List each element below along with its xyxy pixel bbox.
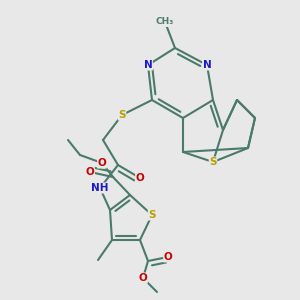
Text: O: O bbox=[136, 173, 144, 183]
Text: O: O bbox=[98, 158, 106, 168]
Text: S: S bbox=[209, 157, 217, 167]
Text: S: S bbox=[118, 110, 126, 120]
Text: NH: NH bbox=[91, 183, 109, 193]
Text: CH₃: CH₃ bbox=[156, 17, 174, 26]
Text: N: N bbox=[144, 60, 152, 70]
Text: N: N bbox=[202, 60, 211, 70]
Text: S: S bbox=[148, 210, 156, 220]
Text: O: O bbox=[139, 273, 147, 283]
Text: O: O bbox=[85, 167, 94, 177]
Text: O: O bbox=[164, 252, 172, 262]
